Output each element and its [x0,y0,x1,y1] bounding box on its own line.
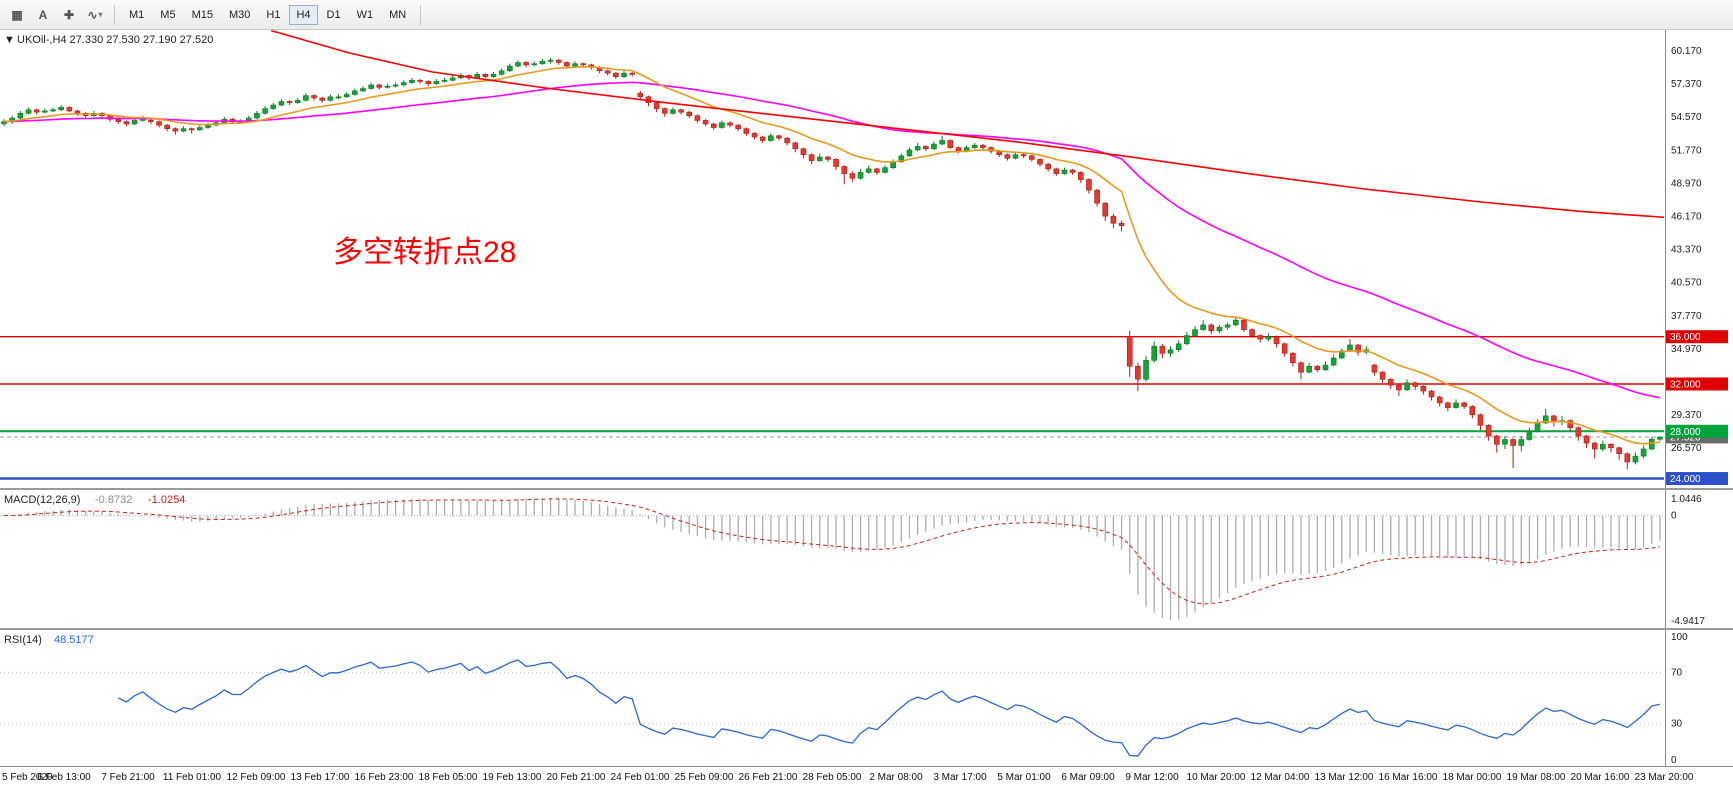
time-label: 5 Mar 01:00 [997,772,1051,783]
time-label: 2 Mar 08:00 [869,772,923,783]
text-tool-icon[interactable]: A [31,4,55,26]
crosshair-glyph: ✚ [63,7,75,22]
rsi-scale-70: 70 [1671,667,1683,678]
price-tick: 54.570 [1671,112,1702,123]
indicators-icon[interactable]: ∿ ▾ [83,4,107,26]
price-badge-36.000: 36.000 [1666,330,1728,344]
price-tick: 43.370 [1671,245,1702,256]
price-tick: 57.370 [1671,79,1702,90]
macd-scale-zero: 0 [1671,511,1677,522]
time-label: 28 Feb 05:00 [802,772,862,783]
svg-text:36.000: 36.000 [1670,332,1701,343]
main-toolbar: ▦ A ✚ ∿ ▾ M1 M5 M15 M30 H1 H4 D1 W1 MN [0,0,1733,30]
indicators-glyph: ∿ [87,7,98,22]
price-tick: 26.570 [1671,443,1702,454]
text-tool-glyph: A [38,7,48,22]
price-tick: 37.770 [1671,311,1702,322]
time-label: 9 Mar 12:00 [1125,772,1179,783]
price-tick: 34.970 [1671,344,1702,355]
timeframe-m5-button[interactable]: M5 [153,5,182,25]
time-label: 19 Mar 08:00 [1506,772,1566,783]
grid-icon-glyph: ▦ [11,7,23,22]
price-tick: 51.770 [1671,145,1702,156]
toolbar-separator [114,4,115,25]
macd-value-main: -0.8732 [95,494,132,506]
ma-slow-line [4,81,1661,399]
time-label: 20 Mar 16:00 [1570,772,1630,783]
time-label: 12 Mar 04:00 [1250,772,1310,783]
rsi-panel[interactable]: 100 70 30 0 RSI(14) 48.5177 [0,630,1733,766]
time-label: 26 Feb 21:00 [738,772,798,783]
timeframe-m15-button[interactable]: M15 [185,5,220,25]
rsi-value: 48.5177 [54,634,94,646]
time-label: 18 Feb 05:00 [418,772,478,783]
time-label: 16 Feb 23:00 [354,772,414,783]
time-label: 13 Mar 12:00 [1314,772,1374,783]
timeframe-mn-button[interactable]: MN [382,5,413,25]
timeframe-m30-button[interactable]: M30 [222,5,257,25]
svg-text:27.520: 27.520 [1670,432,1701,443]
ma-fast-line [4,66,1660,445]
time-label: 16 Mar 16:00 [1378,772,1438,783]
rsi-scale-30: 30 [1671,719,1683,730]
time-label: 23 Mar 20:00 [1634,772,1694,783]
time-label: 5 Feb 2020 [2,772,53,783]
macd-histogram [11,498,1661,620]
timeframe-m1-button[interactable]: M1 [122,5,151,25]
timeframe-h4-button[interactable]: H4 [289,4,318,25]
grid-icon[interactable]: ▦ [5,4,29,26]
ma-trend-line [270,30,1665,219]
annotation-text[interactable]: 多空转折点28 [333,236,516,269]
rsi-scale-100: 100 [1671,632,1688,643]
price-tick: 60.170 [1671,46,1702,57]
macd-scale-max: 1.0446 [1671,494,1702,505]
crosshair-icon[interactable]: ✚ [57,4,81,26]
rsi-line [118,659,1661,757]
time-label: 7 Feb 21:00 [101,772,155,783]
time-label: 10 Mar 20:00 [1186,772,1246,783]
macd-signal-line [4,498,1660,605]
price-tick: 40.570 [1671,278,1702,289]
chart-header: UKOil-,H4 27.330 27.530 27.190 27.520 [17,34,213,46]
svg-text:28.000: 28.000 [1670,427,1701,438]
time-label: 20 Feb 21:00 [546,772,606,783]
timeframe-d1-button[interactable]: D1 [320,5,348,25]
macd-label: MACD(12,26,9) [4,494,80,506]
svg-text:32.000: 32.000 [1670,379,1701,390]
time-label: 25 Feb 09:00 [674,772,734,783]
time-label: 3 Mar 17:00 [933,772,987,783]
price-tick: 48.970 [1671,178,1702,189]
time-label: 6 Feb 13:00 [37,772,91,783]
time-label: 6 Mar 09:00 [1061,772,1115,783]
candlesticks [1,57,1663,470]
timeframe-h1-button[interactable]: H1 [259,5,287,25]
panel-separator[interactable] [0,628,1733,630]
price-tick: 46.170 [1671,212,1702,223]
price-badge-24.000: 24.000 [1666,472,1728,486]
time-axis[interactable]: 5 Feb 2020 6 Feb 13:00 7 Feb 21:00 11 Feb 0… [0,766,1733,794]
time-label: 24 Feb 01:00 [610,772,670,783]
time-label: 12 Feb 09:00 [226,772,286,783]
svg-text:24.000: 24.000 [1670,474,1701,485]
rsi-scale-0: 0 [1671,755,1677,766]
macd-scale-min: -4.9417 [1671,616,1705,627]
macd-value-signal: -1.0254 [148,494,185,506]
timeframe-w1-button[interactable]: W1 [350,5,381,25]
rsi-label: RSI(14) [4,634,42,646]
price-tick: 29.370 [1671,410,1702,421]
chevron-down-icon: ▾ [98,10,103,19]
time-label: 13 Feb 17:00 [290,772,350,783]
macd-panel[interactable]: 1.0446 0 -4.9417 MACD(12,26,9) -0.8732 -1.025… [0,490,1733,628]
time-label: 19 Feb 13:00 [482,772,542,783]
time-label: 11 Feb 01:00 [162,772,222,783]
price-axis[interactable]: 60.170 57.370 54.570 51.770 48.970 46.170 43.3… [1671,46,1702,454]
main-chart[interactable]: 多空转折点28 60.170 57.370 54.570 51.770 48.970 46.… [0,30,1733,488]
symbol-marker: ▼ [4,34,15,46]
toolbar-separator [420,4,422,25]
panel-separator[interactable] [0,488,1733,490]
time-label: 18 Mar 00:00 [1442,772,1502,783]
price-badge-28.000: 28.000 [1666,424,1728,438]
price-badge-32.000: 32.000 [1666,377,1728,391]
